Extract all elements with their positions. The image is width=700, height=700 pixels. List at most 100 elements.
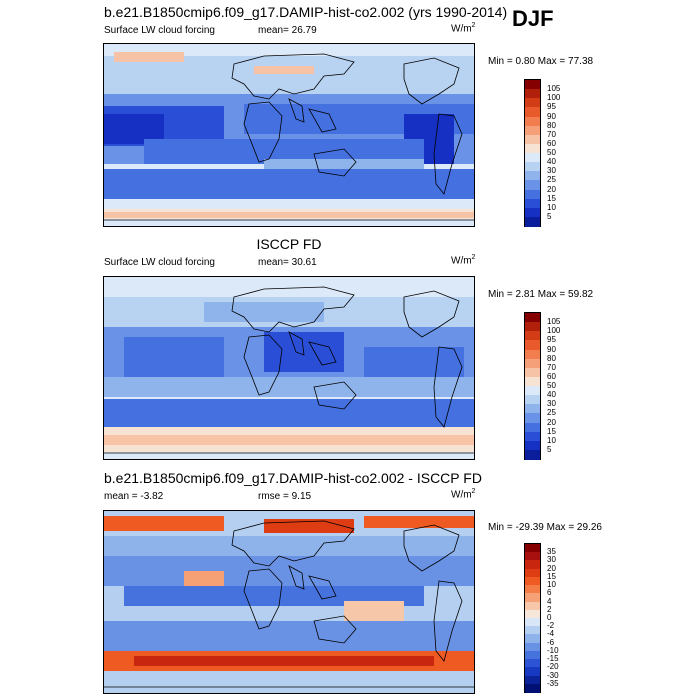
map-model [103,43,475,227]
colorbar-tick-label: 6 [547,588,552,598]
colorbar-segment [525,440,540,451]
colorbar-segment [525,618,540,627]
colorbar-segment [525,322,540,332]
colorbar-tick-label: 20 [547,563,556,573]
colorbar-tick-label: 105 [547,84,561,94]
colorbar-segment [525,376,540,387]
colorbar-segment [525,180,540,191]
colorbar-tick-label: 90 [547,344,556,354]
colorbar-tick-label: 5 [547,444,552,454]
map-field [104,277,474,459]
season-label: DJF [512,6,554,31]
colorbar-tick-label: 30 [547,555,556,565]
colorbar-segment [525,568,540,578]
colorbar-tick-label: 95 [547,102,556,112]
colorbar-tick-label: 20 [547,417,556,427]
colorbar-segment [525,153,540,163]
colorbar-segment [525,431,540,442]
colorbar-tick-label: 30 [547,166,556,176]
colorbar-tick-label: 105 [547,317,561,327]
colorbar-segment [525,340,540,351]
colorbar-segment [525,626,540,636]
colorbar-tick-label: 100 [547,326,561,336]
colorbar-tick-label: 80 [547,120,556,130]
colorbar-tick-label: -15 [547,654,559,664]
colorbar-segment [525,642,540,652]
units-label: W/m2 [451,254,476,267]
colorbar-tick-label: 25 [547,408,556,418]
colorbar-tick-label: -35 [547,678,559,688]
colorbar-segment [525,386,540,396]
colorbar-segment [525,585,540,594]
colorbar-segment [525,609,540,619]
colorbar-segment [525,331,540,341]
rmse-label: rmse = 9.15 [258,491,312,502]
colorbar-tick-label: 50 [547,381,556,390]
colorbar-segment [525,134,540,145]
colorbar-segment [525,395,540,405]
colorbar-segment [525,675,540,685]
colorbar-segment [525,449,540,460]
colorbar-segment [525,349,540,360]
colorbar-tick-label: 15 [547,193,556,203]
panel-title: ISCCP FD [256,236,322,252]
colorbar-tick-label: 35 [547,547,556,557]
colorbar-segment [525,143,540,154]
colorbar-segment [525,404,540,414]
colorbar-segment [525,544,540,553]
variable-label: Surface LW cloud forcing [104,25,215,36]
mean-label: mean= 26.79 [258,25,317,36]
colorbar-tick-label: -20 [547,662,559,672]
colorbar-diff: 35 30 20 15 10 6 4 2 0 -2 -4 -6 -10 -15 -20 -30 -35 [524,543,559,693]
min-max-label: Min = 2.81 Max = 59.82 [488,289,594,300]
colorbar-segment [525,116,540,127]
colorbar-segment [525,683,540,693]
colorbar-tick-label: -6 [547,637,555,647]
map-field [104,511,474,693]
colorbar-tick-label: 100 [547,93,561,103]
colorbar-tick-label: 2 [547,604,552,614]
colorbar-segment [525,198,540,209]
colorbar-tick-label: 4 [547,596,552,606]
colorbar-segment [525,162,540,172]
colorbar-tick-label: 40 [547,157,556,167]
colorbar-segment [525,98,540,108]
map-diff [103,510,475,694]
colorbar-segment [525,125,540,136]
colorbar-tick-label: 40 [547,390,556,400]
colorbar-tick-label: 10 [547,580,556,590]
colorbar-obs: 105 100 95 90 80 70 60 50 40 30 25 20 15 10 5 [524,312,560,460]
colorbar-segment [525,593,540,603]
colorbar-tick-label: -10 [547,645,559,655]
colorbar-tick-label: 20 [547,184,556,194]
colorbar-segment [525,171,540,181]
colorbar-tick-label: 80 [547,353,556,363]
colorbar-segment [525,667,540,677]
colorbar-tick-label: -30 [547,670,559,680]
mean-label: mean = -3.82 [104,491,164,502]
colorbar-segment [525,650,540,660]
units-label: W/m2 [451,22,476,35]
colorbar-segment [525,358,540,369]
colorbar-tick-label: 25 [547,175,556,185]
colorbar-segment [525,80,540,90]
colorbar-tick-label: 70 [547,362,556,372]
colorbar-tick-label: 95 [547,335,556,345]
mean-label: mean= 30.61 [258,257,317,268]
colorbar-model: 105 100 95 90 80 70 60 50 40 30 25 20 15 10 5 [524,79,560,227]
colorbar-tick-label: 90 [547,111,556,121]
colorbar-segment [525,89,540,99]
map-obs [103,276,475,460]
min-max-label: Min = 0.80 Max = 77.38 [488,56,594,67]
colorbar-segment [525,659,540,668]
colorbar-segment [525,422,540,433]
colorbar-tick-label: 30 [547,399,556,409]
panel-title: b.e21.B1850cmip6.f09_g17.DAMIP-hist-co2.… [104,470,482,486]
panel-title: b.e21.B1850cmip6.f09_g17.DAMIP-hist-co2.… [104,4,508,20]
colorbar-segment [525,367,540,378]
colorbar-tick-label: 60 [547,371,556,381]
colorbar-segment [525,216,540,227]
variable-label: Surface LW cloud forcing [104,257,215,268]
colorbar-tick-label: 70 [547,129,556,139]
colorbar-tick-label: 5 [547,211,552,221]
